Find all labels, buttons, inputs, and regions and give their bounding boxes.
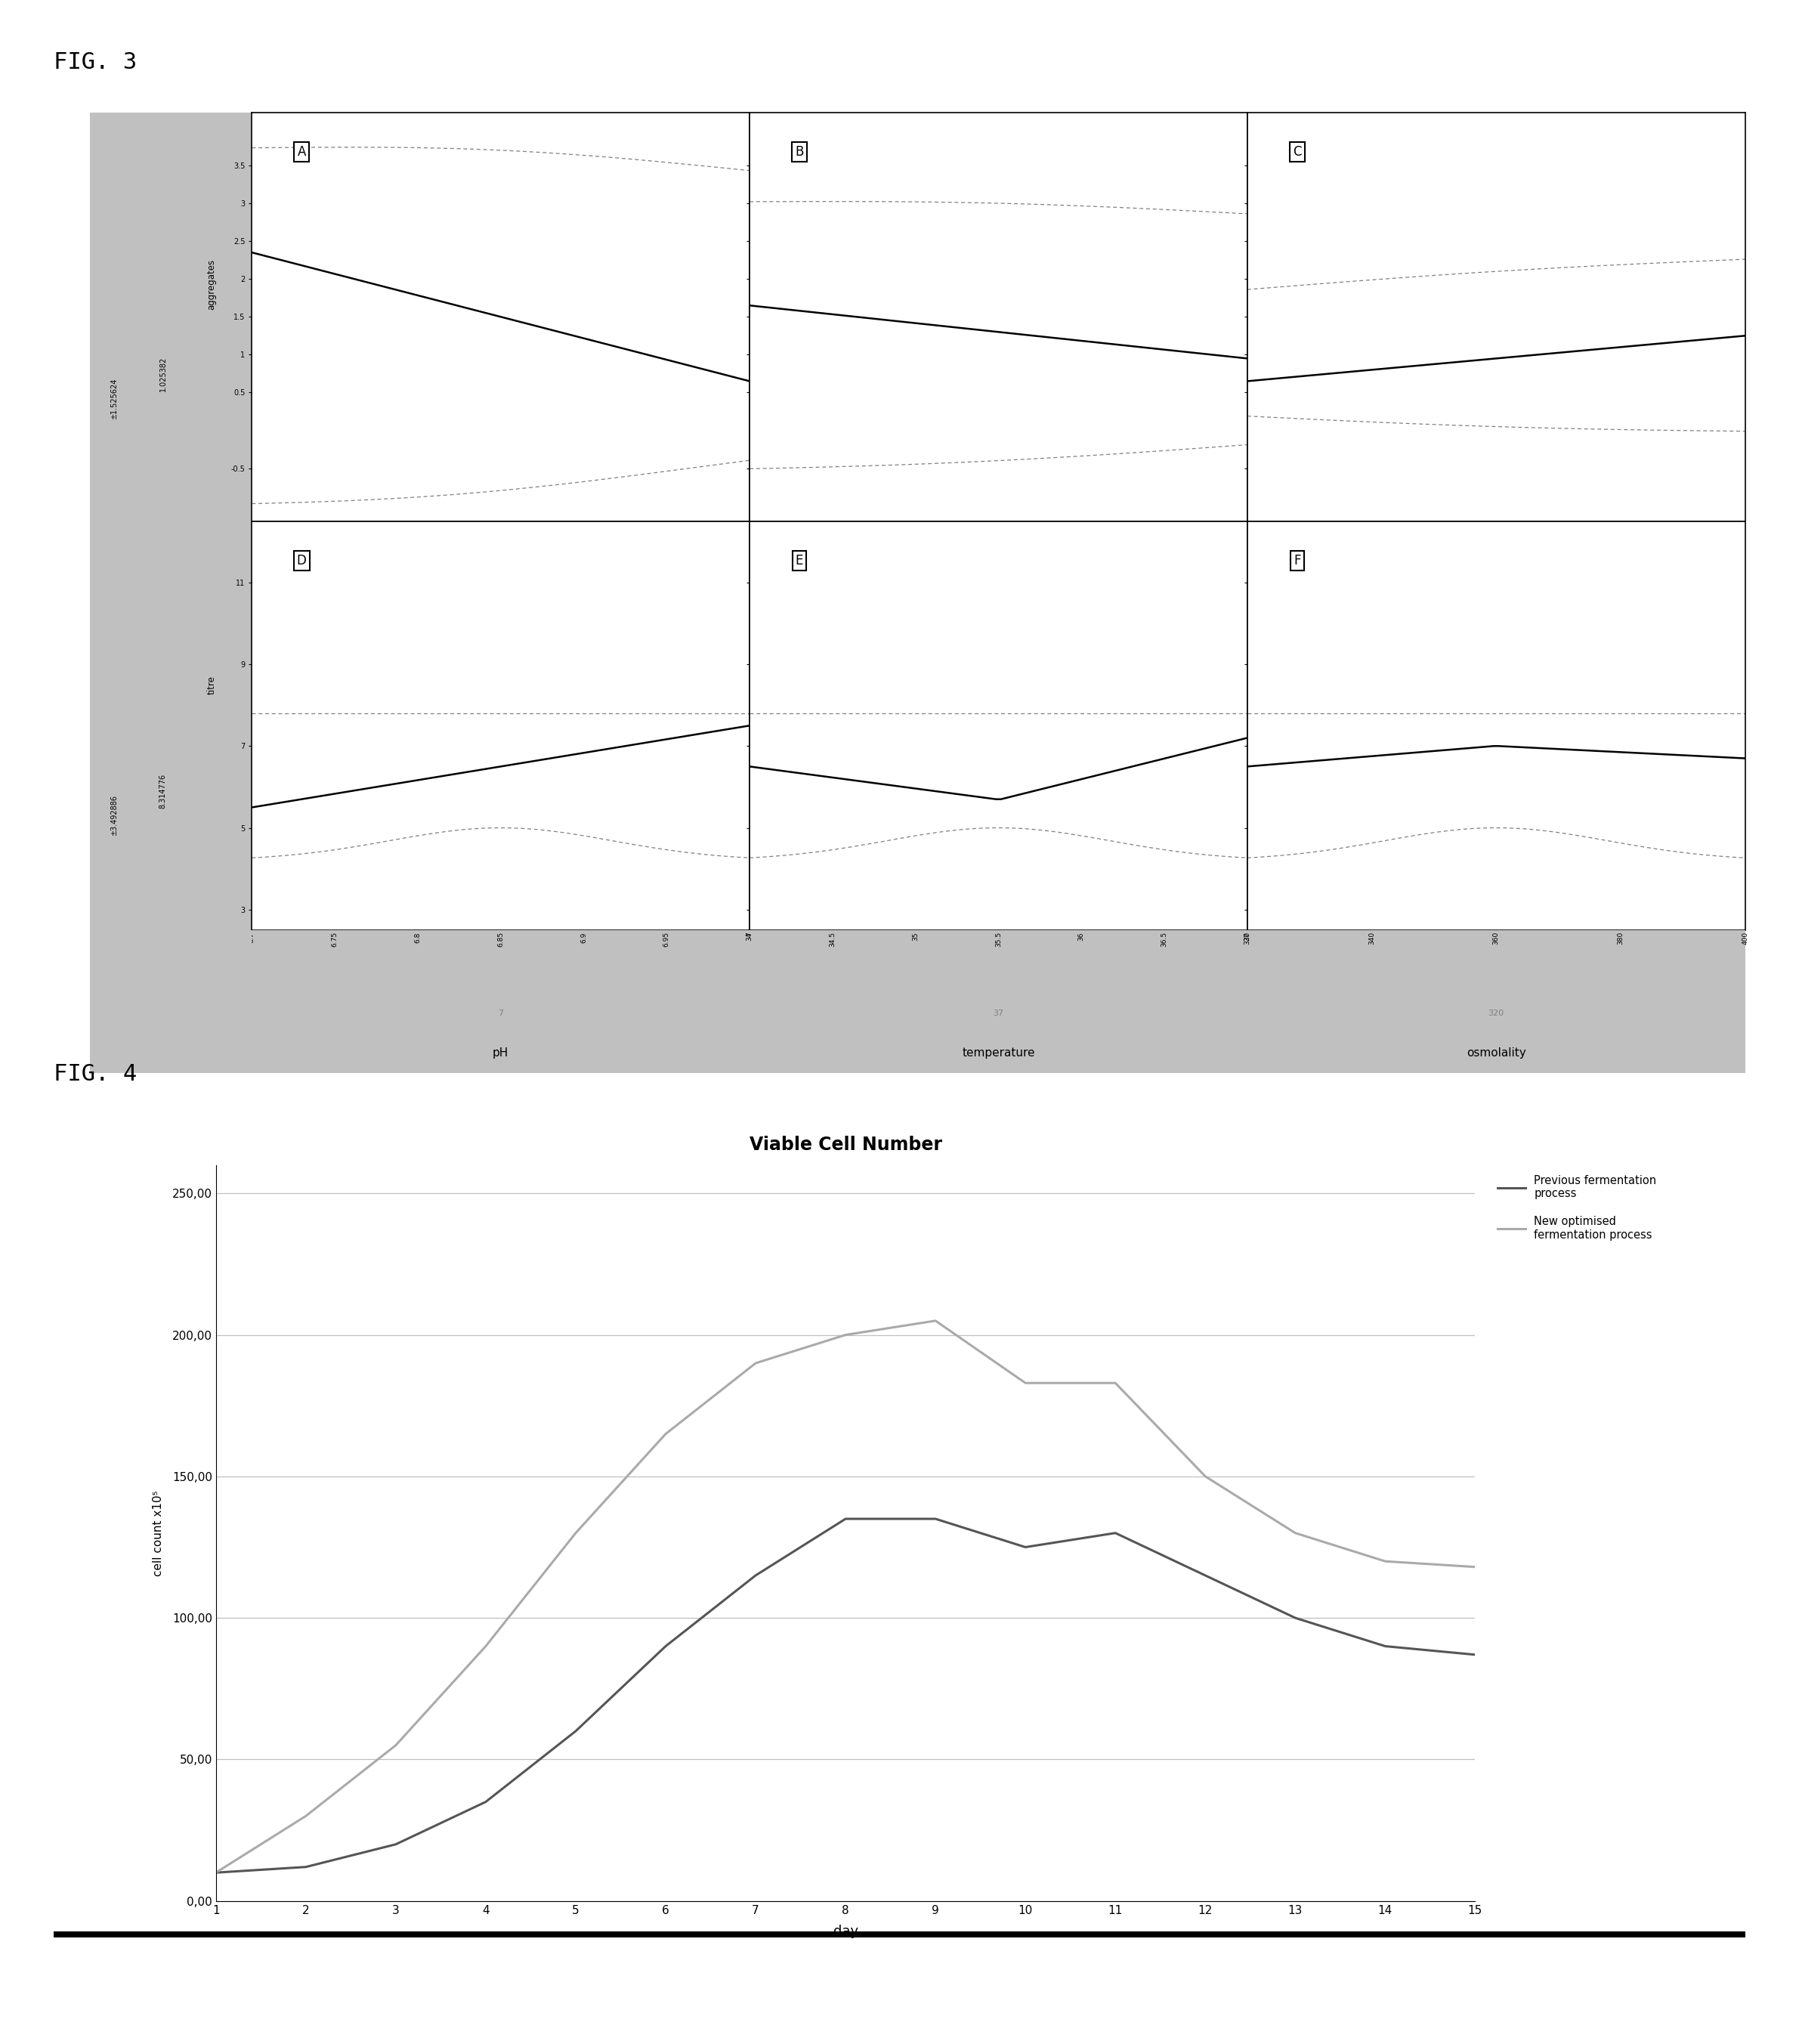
Text: 36: 36 — [1078, 932, 1085, 940]
Text: titre: titre — [207, 675, 216, 695]
Text: A: A — [297, 145, 306, 159]
Text: 6.9: 6.9 — [581, 932, 586, 942]
Text: aggregates: aggregates — [207, 260, 216, 309]
Y-axis label: cell count x10⁵: cell count x10⁵ — [153, 1490, 164, 1576]
Text: FIG. 4: FIG. 4 — [54, 1063, 137, 1085]
Text: 340: 340 — [1369, 932, 1374, 944]
Text: 320: 320 — [1243, 932, 1250, 944]
Legend: Previous fermentation
process, New optimised
fermentation process: Previous fermentation process, New optim… — [1493, 1171, 1660, 1245]
Text: 1.025382: 1.025382 — [158, 356, 167, 392]
Text: C: C — [1293, 145, 1301, 159]
Text: D: D — [297, 554, 306, 568]
Text: temperature: temperature — [962, 1047, 1034, 1059]
Text: 35.5: 35.5 — [995, 932, 1002, 946]
Text: 8.314776: 8.314776 — [158, 773, 167, 809]
Text: 6.75: 6.75 — [331, 932, 338, 946]
Text: 34.5: 34.5 — [829, 932, 837, 946]
Text: 6.7: 6.7 — [248, 932, 255, 942]
Text: B: B — [795, 145, 804, 159]
Text: 35: 35 — [912, 932, 919, 940]
Text: 34: 34 — [747, 932, 754, 940]
X-axis label: day: day — [833, 1923, 858, 1938]
Text: 6.85: 6.85 — [497, 932, 504, 946]
Text: 360: 360 — [1493, 932, 1500, 944]
Text: E: E — [795, 554, 804, 568]
Text: F: F — [1293, 554, 1301, 568]
Text: 7: 7 — [498, 1010, 504, 1018]
Text: 37: 37 — [1243, 932, 1250, 940]
Text: 36.5: 36.5 — [1160, 932, 1168, 946]
Text: 37: 37 — [993, 1010, 1004, 1018]
Text: FIG. 3: FIG. 3 — [54, 51, 137, 74]
Text: 400: 400 — [1741, 932, 1749, 944]
Text: 7: 7 — [747, 932, 754, 936]
Text: 380: 380 — [1617, 932, 1624, 944]
Text: 6.8: 6.8 — [414, 932, 421, 942]
Text: pH: pH — [493, 1047, 509, 1059]
Text: osmolality: osmolality — [1466, 1047, 1526, 1059]
Text: 320: 320 — [1488, 1010, 1504, 1018]
Text: ±3.492886: ±3.492886 — [110, 795, 119, 836]
Text: 6.95: 6.95 — [664, 932, 669, 946]
Title: Viable Cell Number: Viable Cell Number — [748, 1136, 943, 1155]
Text: ±1.525624: ±1.525624 — [110, 378, 119, 419]
